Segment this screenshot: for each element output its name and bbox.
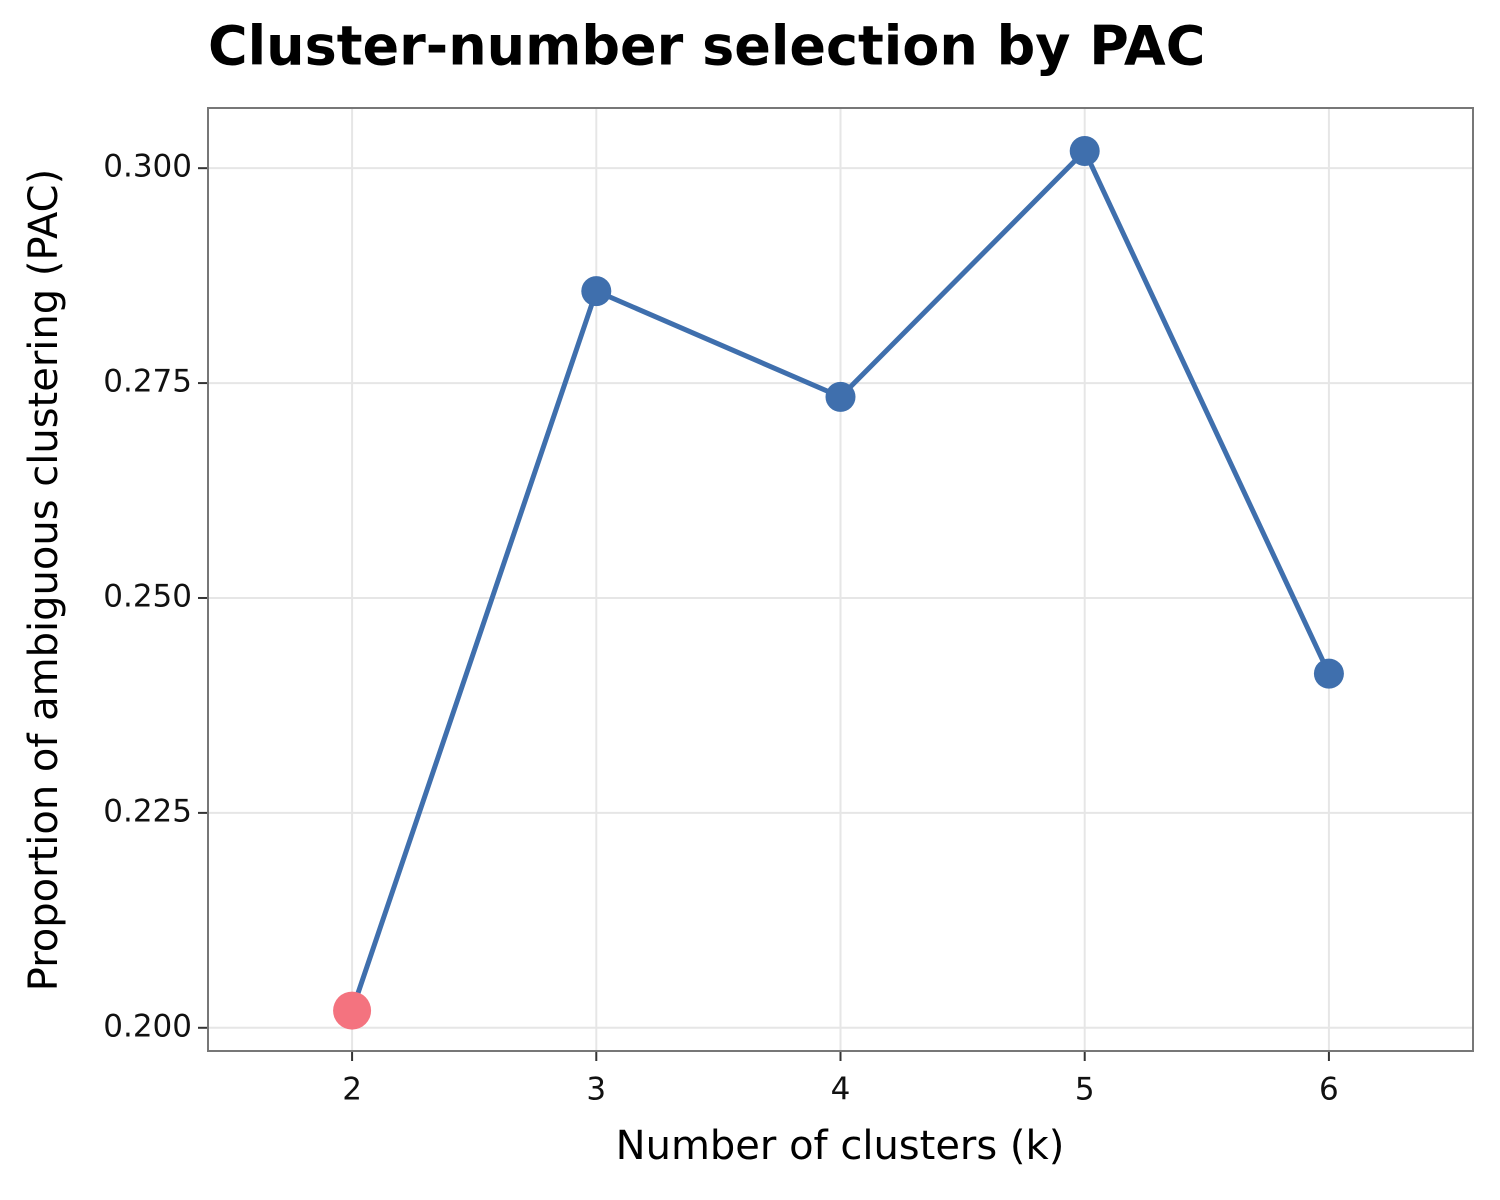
- x-tick-label: 3: [586, 1072, 606, 1108]
- point: [1069, 135, 1100, 166]
- x-axis-label: Number of clusters (k): [616, 1123, 1065, 1169]
- y-tick-label: 0.250: [103, 578, 192, 614]
- x-tick-label: 4: [831, 1072, 851, 1108]
- y-tick-label: 0.275: [103, 364, 192, 400]
- x-tick-label: 6: [1319, 1072, 1339, 1108]
- x-tick-label: 2: [342, 1072, 362, 1108]
- y-tick-label: 0.200: [103, 1008, 192, 1044]
- x-tick-label: 5: [1075, 1072, 1095, 1108]
- plot-border: [207, 107, 1474, 1052]
- point: [333, 991, 372, 1030]
- y-tick-label: 0.300: [103, 149, 192, 185]
- chart-title: Cluster-number selection by PAC: [208, 15, 1205, 78]
- point: [581, 276, 612, 307]
- point: [1313, 658, 1344, 689]
- y-tick-label: 0.225: [103, 793, 192, 829]
- y-axis-label: Proportion of ambiguous clustering (PAC): [21, 169, 67, 991]
- point: [825, 381, 856, 412]
